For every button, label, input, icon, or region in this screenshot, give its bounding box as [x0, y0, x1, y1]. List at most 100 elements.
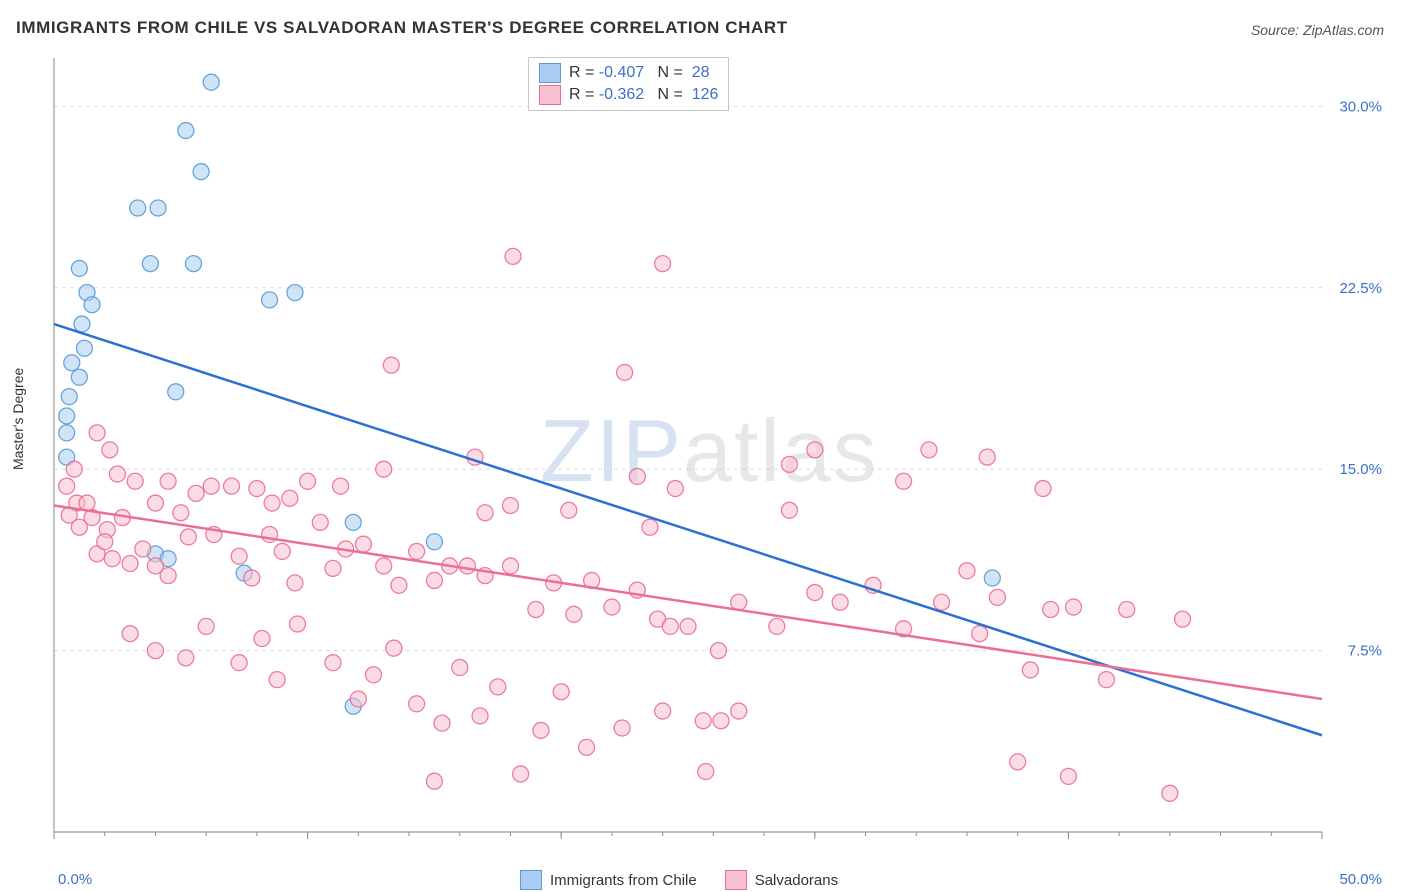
data-point — [262, 292, 278, 308]
data-point — [130, 200, 146, 216]
data-point — [71, 369, 87, 385]
data-point — [231, 548, 247, 564]
data-point — [287, 285, 303, 301]
series-legend: Immigrants from Chile Salvadorans — [520, 870, 838, 890]
data-point — [102, 442, 118, 458]
data-point — [122, 626, 138, 642]
data-point — [269, 672, 285, 688]
data-point — [1065, 599, 1081, 615]
data-point — [731, 594, 747, 610]
data-point — [972, 626, 988, 642]
data-point — [312, 514, 328, 530]
x-axis-max-label: 50.0% — [1339, 871, 1382, 888]
data-point — [533, 722, 549, 738]
data-point — [832, 594, 848, 610]
data-point — [614, 720, 630, 736]
stat-text: R = -0.407 N = 28 — [569, 62, 710, 84]
data-point — [490, 679, 506, 695]
data-point — [426, 534, 442, 550]
data-point — [617, 364, 633, 380]
data-point — [655, 256, 671, 272]
data-point — [502, 558, 518, 574]
stat-row: R = -0.407 N = 28 — [539, 62, 718, 84]
stat-text: R = -0.362 N = 126 — [569, 84, 718, 106]
data-point — [59, 408, 75, 424]
data-point — [1119, 601, 1135, 617]
legend-swatch — [725, 870, 747, 890]
data-point — [74, 316, 90, 332]
data-point — [355, 536, 371, 552]
data-point — [667, 481, 683, 497]
y-tick-label: 7.5% — [1348, 643, 1382, 660]
data-point — [254, 631, 270, 647]
data-point — [731, 703, 747, 719]
legend-item: Salvadorans — [725, 870, 838, 890]
trend-line — [54, 505, 1322, 699]
data-point — [1035, 481, 1051, 497]
data-point — [896, 473, 912, 489]
data-point — [391, 577, 407, 593]
data-point — [104, 551, 120, 567]
data-point — [178, 123, 194, 139]
data-point — [127, 473, 143, 489]
data-point — [383, 357, 399, 373]
data-point — [781, 502, 797, 518]
data-point — [695, 713, 711, 729]
data-point — [604, 599, 620, 615]
data-point — [426, 773, 442, 789]
data-point — [1060, 768, 1076, 784]
data-point — [513, 766, 529, 782]
legend-label: Immigrants from Chile — [550, 872, 697, 889]
data-point — [566, 606, 582, 622]
data-point — [979, 449, 995, 465]
data-point — [76, 340, 92, 356]
data-point — [1098, 672, 1114, 688]
data-point — [459, 558, 475, 574]
data-point — [147, 643, 163, 659]
data-point — [59, 425, 75, 441]
data-point — [168, 384, 184, 400]
data-point — [502, 497, 518, 513]
data-point — [386, 640, 402, 656]
data-point — [160, 568, 176, 584]
series-swatch — [539, 85, 561, 105]
trend-line — [54, 324, 1322, 735]
data-point — [142, 256, 158, 272]
series-swatch — [539, 63, 561, 83]
y-tick-label: 22.5% — [1339, 280, 1382, 297]
data-point — [333, 478, 349, 494]
data-point — [325, 560, 341, 576]
y-tick-label: 30.0% — [1339, 98, 1382, 115]
data-point — [180, 529, 196, 545]
data-point — [61, 389, 77, 405]
data-point — [173, 505, 189, 521]
data-point — [1162, 785, 1178, 801]
data-point — [325, 655, 341, 671]
data-point — [282, 490, 298, 506]
data-point — [662, 618, 678, 634]
data-point — [109, 466, 125, 482]
data-point — [150, 200, 166, 216]
source-attribution: Source: ZipAtlas.com — [1251, 22, 1384, 38]
data-point — [203, 478, 219, 494]
data-point — [274, 543, 290, 559]
data-point — [781, 456, 797, 472]
data-point — [452, 660, 468, 676]
data-point — [579, 739, 595, 755]
data-point — [921, 442, 937, 458]
data-point — [203, 74, 219, 90]
data-point — [807, 585, 823, 601]
data-point — [698, 764, 714, 780]
data-point — [135, 541, 151, 557]
data-point — [264, 495, 280, 511]
data-point — [1022, 662, 1038, 678]
data-point — [1175, 611, 1191, 627]
data-point — [249, 481, 265, 497]
data-point — [289, 616, 305, 632]
data-point — [376, 461, 392, 477]
x-axis-min-label: 0.0% — [58, 871, 92, 888]
data-point — [472, 708, 488, 724]
data-point — [959, 563, 975, 579]
data-point — [989, 589, 1005, 605]
data-point — [188, 485, 204, 501]
